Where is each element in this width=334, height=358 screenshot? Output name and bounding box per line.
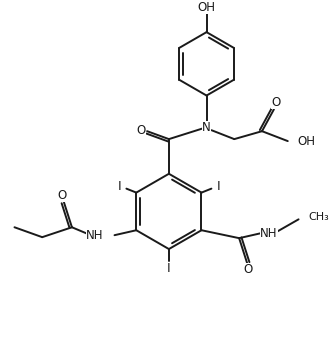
Text: NH: NH bbox=[86, 229, 104, 242]
Text: NH: NH bbox=[260, 227, 278, 240]
Text: I: I bbox=[118, 180, 121, 193]
Text: N: N bbox=[202, 121, 211, 134]
Text: O: O bbox=[243, 263, 253, 276]
Text: CH₃: CH₃ bbox=[309, 212, 329, 222]
Text: OH: OH bbox=[197, 1, 215, 14]
Text: O: O bbox=[137, 124, 146, 137]
Text: O: O bbox=[271, 96, 281, 109]
Text: I: I bbox=[167, 262, 171, 275]
Text: I: I bbox=[216, 180, 220, 193]
Text: OH: OH bbox=[298, 135, 316, 147]
Text: O: O bbox=[57, 189, 67, 202]
